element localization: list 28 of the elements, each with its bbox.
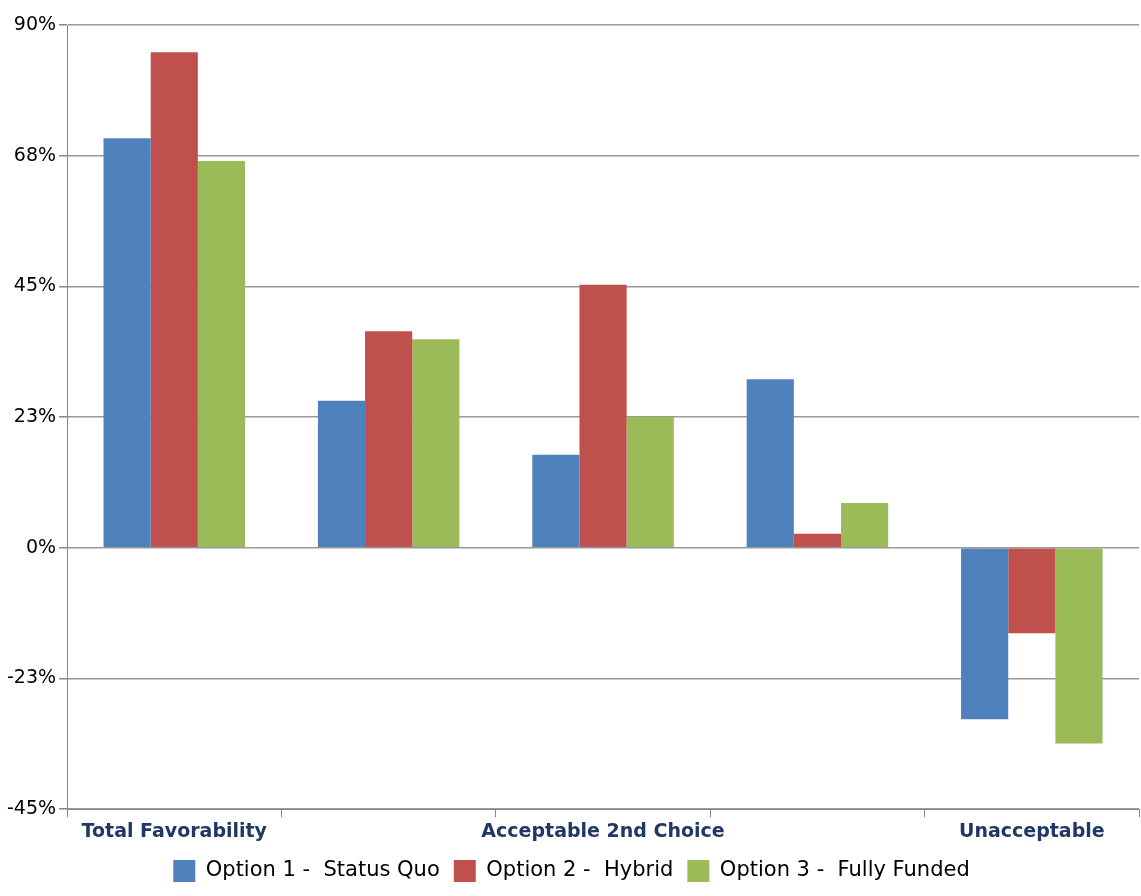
bar [150,52,198,548]
bar [412,339,460,548]
legend-label: Option 3 - Fully Funded [719,857,970,882]
y-tick-label: 68% [13,142,57,165]
bar [746,379,794,548]
bar [579,284,627,548]
bar [1008,548,1056,634]
legend-label: Option 2 - Hybrid [486,857,674,882]
legend-label: Option 1 - Status Quo [205,857,440,882]
bar [532,454,580,548]
x-tick-label: Total Favorability [81,818,268,841]
y-tick-label: -45% [6,796,57,819]
bar [103,138,151,548]
bar [1055,548,1103,744]
bar [626,417,674,548]
x-tick-label: Acceptable 2nd Choice [481,818,725,841]
bar [841,503,889,548]
y-tick-label: 23% [13,404,57,427]
bar [793,533,842,548]
bar [961,548,1009,720]
bar [365,331,413,548]
y-tick-label: 0% [25,534,57,557]
y-tick-label: -23% [6,665,57,688]
x-tick-label: Unacceptable [958,818,1105,841]
bar [317,400,366,548]
y-tick-label: 90% [13,11,57,34]
bar [197,160,246,548]
y-tick-label: 45% [13,273,57,296]
